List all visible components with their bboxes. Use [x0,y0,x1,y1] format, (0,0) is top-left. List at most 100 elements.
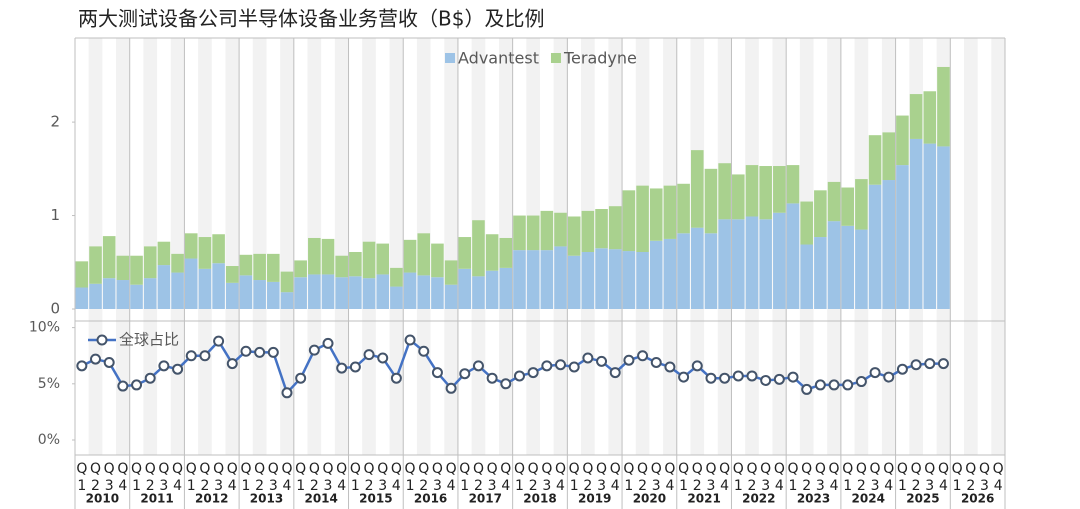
bar-segment [403,272,417,309]
bar-segment [75,287,89,309]
marker [131,379,143,391]
marker [322,337,334,349]
x-tick-label: Q1 [347,461,363,495]
bar-segment [184,233,198,259]
bar-segment [390,286,403,309]
x-tick-label: Q4 [935,461,951,495]
year-label: 2013 [250,492,283,506]
bar-segment [349,251,362,277]
bar-segment [308,274,321,309]
stripe [252,38,267,455]
bar-segment [759,166,772,220]
bar-segment [690,227,704,309]
marker [185,350,197,362]
bar-segment [253,253,266,281]
x-tick-label: Q3 [594,461,610,495]
marker [226,358,238,370]
marker [377,352,389,364]
marker [732,370,744,382]
bar-segment [267,281,280,309]
x-tick-label: Q2 [580,461,596,495]
x-tick-label: Q3 [320,461,336,495]
bar-segment [554,246,567,309]
bar-segment [171,253,184,273]
bar-segment [855,229,868,309]
marker [705,372,717,384]
bar-segment [663,185,677,239]
bar-segment [909,94,923,139]
x-tick-label: Q1 [238,461,254,495]
bar-segment [745,165,759,217]
x-tick-label: Q3 [211,461,227,495]
bar-segment [485,270,499,309]
bar-segment [130,255,143,285]
bar-segment [636,251,649,309]
bar-segment [130,284,143,309]
bar-segment [622,190,636,252]
y-tick-label: 0 [50,300,60,318]
y-tick-label: 10% [29,320,60,336]
marker [144,372,156,384]
bar-segment [376,243,390,275]
x-tick-label: Q2 [470,461,486,495]
marker [486,372,498,384]
marker [527,367,539,379]
x-tick-label: Q1 [402,461,418,495]
x-tick-label: Q3 [265,461,281,495]
bar-segment [198,237,212,269]
marker [472,360,484,372]
x-tick-label: Q4 [498,461,514,495]
marker [117,380,129,392]
marker [431,367,443,379]
x-tick-label: Q2 [744,461,760,495]
x-tick-label: Q4 [170,461,186,495]
bar-segment [745,216,759,309]
bar-segment [239,275,253,309]
bar-segment [225,266,239,283]
bar-segment [143,246,157,279]
marker [336,362,348,374]
x-tick-label: Q3 [101,461,117,495]
marker [172,363,184,375]
legend-label: Teradyne [563,49,637,68]
bar-segment [608,206,622,250]
bar-segment [239,254,253,276]
marker [801,383,813,395]
x-tick-label: Q4 [115,461,131,495]
bar-segment [472,220,485,277]
legend-swatch [550,53,561,63]
bar-segment [472,276,485,309]
bar-segment [786,203,800,309]
marker [828,379,840,391]
bar-segment [718,163,731,220]
x-tick-label: Q2 [88,461,104,495]
year-label: 2022 [742,492,775,506]
x-tick-label: Q3 [758,461,774,495]
stripe [963,38,978,455]
legend-label: 全球占比 [119,331,179,349]
bar-segment [814,190,827,238]
bar-segment [444,284,458,309]
bar-segment [157,265,171,309]
bar-segment [786,165,800,204]
stripe [334,38,349,455]
x-tick-label: Q3 [539,461,555,495]
bar-segment [444,260,458,285]
x-tick-label: Q3 [484,461,500,495]
marker [158,360,170,372]
bar-segment [540,210,554,251]
x-tick-label: Q3 [648,461,664,495]
marker [582,352,594,364]
bar-segment [362,278,376,309]
bar-segment [116,280,130,309]
bar-segment [431,243,444,278]
bar-segment [143,278,157,309]
bar-segment [308,237,321,275]
bar-segment [937,66,950,147]
bar-segment [868,184,882,309]
y-tick-label: 1 [50,206,60,224]
marker [596,355,608,367]
x-tick-label: Q1 [894,461,910,495]
bar-segment [677,233,690,309]
bar-segment [759,219,772,309]
